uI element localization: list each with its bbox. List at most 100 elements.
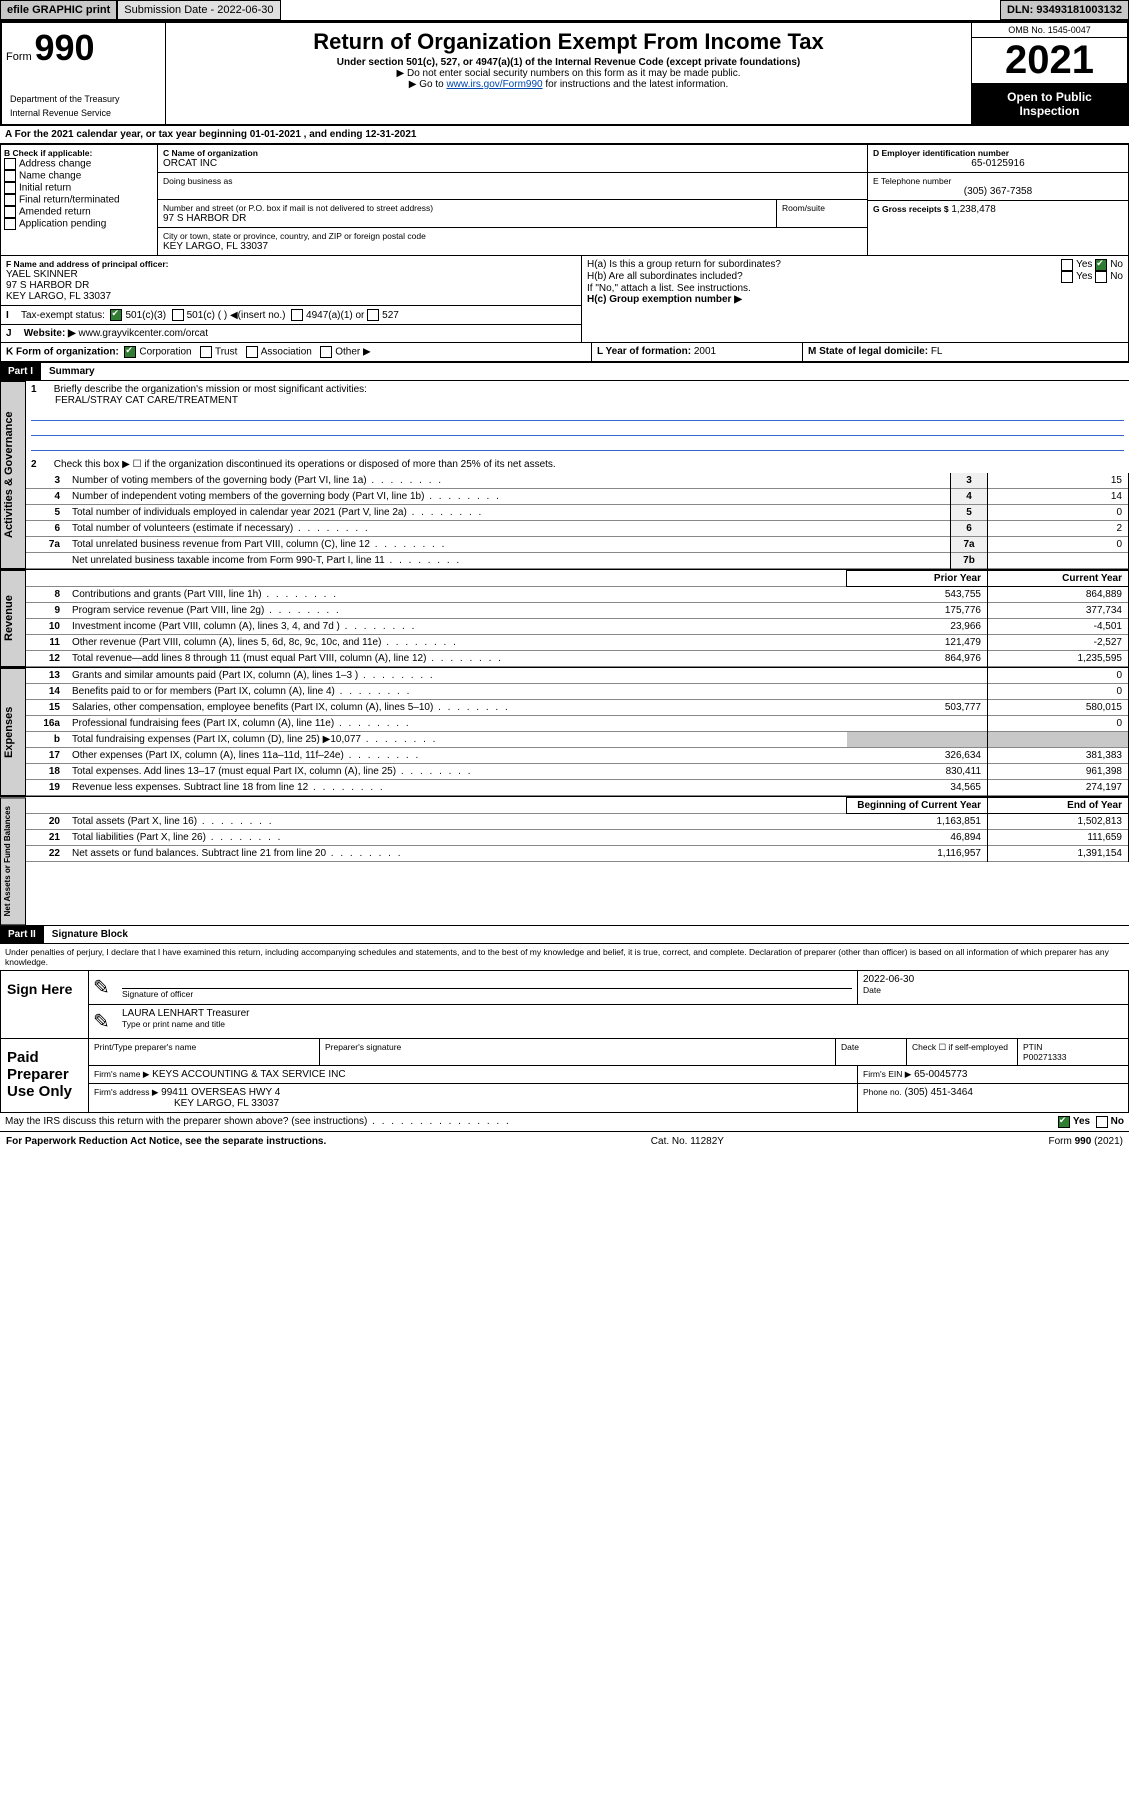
- state-domicile: FL: [931, 346, 943, 357]
- hc-label: H(c) Group exemption number ▶: [587, 294, 1123, 305]
- revenue-table: Prior Year Current Year 8Contributions a…: [26, 570, 1129, 667]
- sidebar-revenue: Revenue: [0, 570, 26, 667]
- ha-label: H(a) Is this a group return for subordin…: [587, 259, 1061, 271]
- box-d-label: D Employer identification number: [873, 148, 1123, 158]
- form-subtitle: Under section 501(c), 527, or 4947(a)(1)…: [170, 57, 967, 68]
- mission-text: FERAL/STRAY CAT CARE/TREATMENT: [31, 395, 1124, 406]
- initial-return-label: Initial return: [19, 183, 71, 194]
- dba-label: Doing business as: [163, 176, 862, 186]
- governance-table: 3Number of voting members of the governi…: [26, 473, 1129, 569]
- hb-yes-checkbox[interactable]: [1061, 271, 1073, 283]
- paid-preparer-label: Paid Preparer Use Only: [1, 1039, 89, 1112]
- firm-phone-label: Phone no.: [863, 1087, 902, 1097]
- tax-year: 2021: [972, 38, 1127, 84]
- ha-yes-checkbox[interactable]: [1061, 259, 1073, 271]
- note-ssn: ▶ Do not enter social security numbers o…: [170, 68, 967, 79]
- room-label: Room/suite: [782, 203, 862, 213]
- address-change-checkbox[interactable]: [4, 158, 16, 170]
- pen-icon: ✎: [89, 971, 117, 1004]
- 4947-label: 4947(a)(1) or: [306, 310, 364, 321]
- firm-ein-label: Firm's EIN ▶: [863, 1069, 911, 1079]
- form-label: Form: [6, 51, 32, 63]
- open-public-badge: Open to Public Inspection: [972, 84, 1127, 124]
- topbar: efile GRAPHIC print Submission Date - 20…: [0, 0, 1129, 21]
- 501c-checkbox[interactable]: [172, 309, 184, 321]
- goto-suffix: for instructions and the latest informat…: [543, 79, 729, 90]
- final-return-label: Final return/terminated: [19, 195, 120, 206]
- firm-phone: (305) 451-3464: [905, 1087, 973, 1098]
- hb-note: If "No," attach a list. See instructions…: [587, 283, 1123, 294]
- efile-print-button[interactable]: efile GRAPHIC print: [0, 0, 117, 20]
- application-pending-checkbox[interactable]: [4, 218, 16, 230]
- box-b-label: B Check if applicable:: [4, 148, 154, 158]
- 4947-checkbox[interactable]: [291, 309, 303, 321]
- website-value: www.grayvikcenter.com/orcat: [79, 328, 209, 339]
- dept-treasury: Department of the Treasury: [6, 92, 161, 106]
- initial-return-checkbox[interactable]: [4, 182, 16, 194]
- goto-prefix: ▶ Go to: [409, 79, 447, 90]
- discuss-no-checkbox[interactable]: [1096, 1116, 1108, 1128]
- city-label: City or town, state or province, country…: [163, 231, 862, 241]
- ha-no-checkbox[interactable]: [1095, 259, 1107, 271]
- part-ii-title: Signature Block: [44, 926, 136, 943]
- prep-date-label: Date: [836, 1039, 907, 1065]
- net-assets-table: Beginning of Current Year End of Year 20…: [26, 797, 1129, 862]
- assoc-checkbox[interactable]: [246, 346, 258, 358]
- part-ii-tag: Part II: [0, 926, 44, 943]
- hb-label: H(b) Are all subordinates included?: [587, 271, 1061, 283]
- ha-no: No: [1110, 259, 1123, 271]
- dln-value: DLN: 93493181003132: [1000, 0, 1129, 20]
- box-e-label: E Telephone number: [873, 176, 1123, 186]
- form-header: Form 990 Department of the Treasury Inte…: [0, 21, 1129, 126]
- firm-addr1: 99411 OVERSEAS HWY 4: [161, 1087, 280, 1098]
- submission-date: Submission Date - 2022-06-30: [117, 0, 280, 20]
- street-address: 97 S HARBOR DR: [163, 213, 771, 224]
- irs-label: Internal Revenue Service: [6, 106, 161, 120]
- hb-no-checkbox[interactable]: [1095, 271, 1107, 283]
- sidebar-governance: Activities & Governance: [0, 381, 26, 569]
- final-return-checkbox[interactable]: [4, 194, 16, 206]
- self-employed-check[interactable]: Check ☐ if self-employed: [907, 1039, 1018, 1065]
- ptin-label: PTIN: [1023, 1042, 1123, 1052]
- corp-checkbox[interactable]: [124, 346, 136, 358]
- box-l-label: L Year of formation:: [597, 346, 691, 357]
- discuss-no: No: [1111, 1116, 1124, 1128]
- other-label: Other ▶: [335, 347, 370, 358]
- application-pending-label: Application pending: [19, 219, 106, 230]
- discuss-label: May the IRS discuss this return with the…: [5, 1116, 1058, 1128]
- 527-checkbox[interactable]: [367, 309, 379, 321]
- firm-name: KEYS ACCOUNTING & TAX SERVICE INC: [152, 1069, 345, 1080]
- discuss-yes: Yes: [1073, 1116, 1090, 1128]
- sidebar-net-assets: Net Assets or Fund Balances: [0, 797, 26, 925]
- name-change-checkbox[interactable]: [4, 170, 16, 182]
- address-change-label: Address change: [19, 159, 91, 170]
- 501c3-label: 501(c)(3): [125, 310, 166, 321]
- amended-return-checkbox[interactable]: [4, 206, 16, 218]
- print-name-label: Print/Type preparer's name: [89, 1039, 320, 1065]
- perjury-declaration: Under penalties of perjury, I declare th…: [0, 944, 1129, 970]
- sign-here-label: Sign Here: [1, 971, 89, 1038]
- trust-label: Trust: [215, 347, 237, 358]
- sign-date-label: Date: [863, 985, 1123, 995]
- firm-ein: 65-0045773: [914, 1069, 967, 1080]
- pen-icon-2: ✎: [89, 1005, 117, 1038]
- discuss-yes-checkbox[interactable]: [1058, 1116, 1070, 1128]
- sig-officer-label: Signature of officer: [122, 989, 852, 999]
- officer-name: YAEL SKINNER: [6, 269, 576, 280]
- ptin-value: P00271333: [1023, 1052, 1123, 1062]
- box-k-label: K Form of organization:: [6, 347, 119, 358]
- 501c3-checkbox[interactable]: [110, 309, 122, 321]
- website-label: Website: ▶: [24, 328, 76, 339]
- trust-checkbox[interactable]: [200, 346, 212, 358]
- other-checkbox[interactable]: [320, 346, 332, 358]
- 527-label: 527: [382, 310, 399, 321]
- officer-addr2: KEY LARGO, FL 33037: [6, 291, 576, 302]
- instructions-link[interactable]: www.irs.gov/Form990: [446, 79, 542, 90]
- paperwork-notice: For Paperwork Reduction Act Notice, see …: [6, 1136, 326, 1147]
- form-footer: Form 990 (2021): [1049, 1136, 1123, 1147]
- year-formation: 2001: [694, 346, 716, 357]
- box-c-label: C Name of organization: [163, 148, 862, 158]
- 501c-label: 501(c) ( ) ◀(insert no.): [187, 310, 286, 321]
- current-year-header: Current Year: [988, 571, 1129, 587]
- form-number: 990: [34, 27, 94, 68]
